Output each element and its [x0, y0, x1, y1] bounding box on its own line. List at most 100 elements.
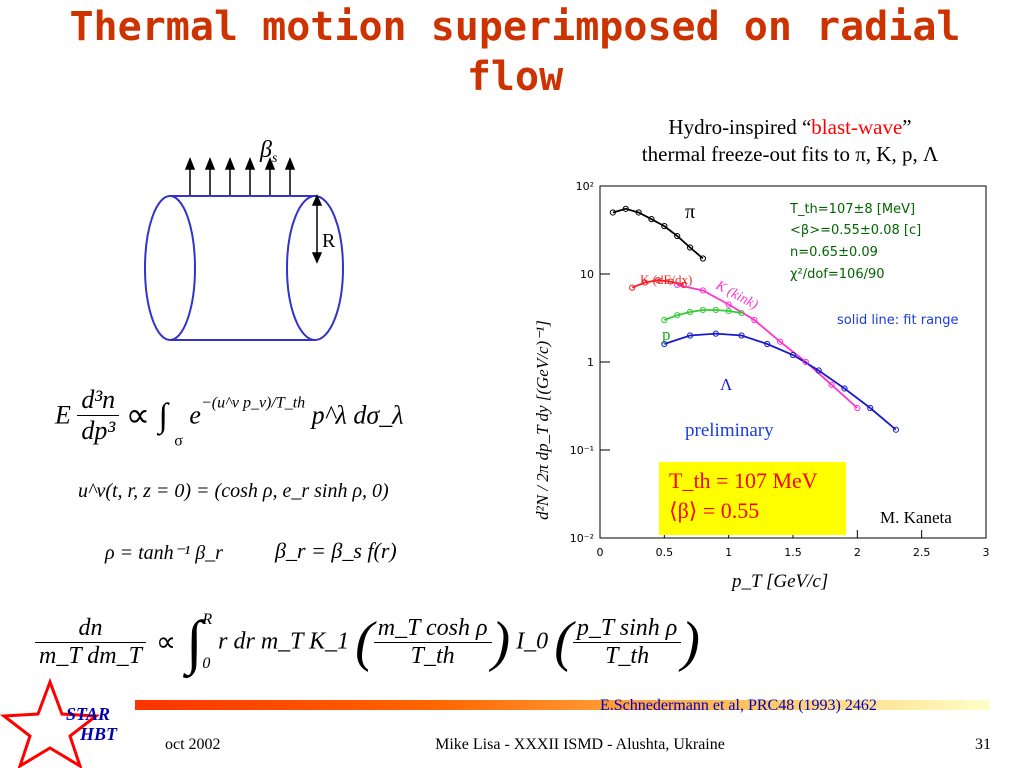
eq1-tail: p^λ dσ_λ — [311, 400, 404, 430]
equation-flow-velocity: u^ν(t, r, z = 0) = (cosh ρ, e_r sinh ρ, … — [78, 480, 389, 502]
y-tick-label: 10 — [580, 268, 594, 281]
label-proton: p — [662, 325, 671, 344]
x-tick-label: 0.5 — [656, 546, 674, 559]
y-tick-label: 1 — [587, 356, 594, 369]
data-point — [815, 367, 822, 374]
data-point — [699, 306, 707, 314]
x-tick-label: 1.5 — [784, 546, 802, 559]
data-point — [712, 306, 719, 314]
eq4-frac1-den: T_th — [410, 642, 455, 669]
label-kaon-dedx: K (dE/dx) — [640, 272, 692, 287]
eq4-I0: I_0 — [516, 628, 549, 655]
caption-prefix: Hydro-inspired “ — [668, 115, 812, 139]
eq4-denominator: m_T dm_T — [39, 642, 142, 669]
data-point — [699, 287, 707, 294]
x-tick-label: 1 — [725, 546, 732, 559]
eq4-frac1-num: m_T cosh ρ — [373, 615, 492, 643]
data-point — [686, 308, 694, 316]
data-point — [674, 232, 681, 240]
data-point — [789, 351, 797, 359]
result-temperature: T_th = 107 MeV — [669, 468, 818, 493]
eq4-frac2-num: p_T sinh ρ — [572, 615, 682, 643]
eq4-paren-close-2: ) — [681, 611, 700, 673]
data-point — [854, 404, 861, 412]
equation-rapidity: ρ = tanh⁻¹ β_r — [105, 542, 223, 564]
data-point — [777, 338, 784, 345]
eq4-frac2-den: T_th — [605, 642, 650, 669]
data-point — [680, 281, 687, 289]
eq4-upper: R — [202, 611, 213, 628]
eq1-proportional-integral: ∝ ∫ — [125, 397, 168, 435]
plot-caption: Hydro-inspired “blast-wave” thermal free… — [560, 114, 1020, 168]
eq4-body: r dr m_T K_1 — [218, 628, 350, 655]
caption-suffix: ” — [902, 115, 912, 139]
data-point — [686, 244, 694, 251]
eq4-paren-close-1: ) — [491, 611, 511, 673]
data-point — [629, 284, 636, 291]
result-beta: ⟨β⟩ = 0.55 — [669, 498, 760, 523]
data-point — [764, 340, 771, 348]
data-point — [648, 216, 655, 223]
x-tick-label: 2.5 — [913, 546, 931, 559]
cylinder-diagram: R βs — [144, 137, 344, 341]
fit-param-temperature: T_th=107±8 [MeV] — [789, 202, 915, 217]
footer-speaker: Mike Lisa - XXXII ISMD - Alushta, Ukrain… — [435, 736, 725, 753]
data-point — [712, 330, 719, 337]
data-point — [661, 316, 668, 324]
eq4-integral-limits: R 0 — [202, 598, 212, 686]
eq4-prop: ∝ — [155, 627, 176, 658]
caption-line2: thermal freeze-out fits to π, K, p, Λ — [641, 142, 939, 166]
solid-line-note: solid line: fit range — [837, 313, 959, 328]
equation-blast-wave: dn m_T dm_T ∝ ∫ R 0 r dr m_T K_1 ( m_T c… — [35, 598, 700, 678]
eq4-paren-open-2: ( — [554, 611, 573, 673]
y-axis-label: d²N / 2π dp_T dy [(GeV/c)⁻¹] — [533, 320, 552, 520]
fit-curve — [664, 332, 897, 431]
data-point — [867, 404, 874, 412]
reference-citation: E.Schnedermann et al, PRC48 (1993) 2462 — [600, 697, 877, 714]
data-point — [674, 312, 681, 319]
data-points — [609, 205, 900, 433]
result-highlight-box: T_th = 107 MeV ⟨β⟩ = 0.55 — [659, 462, 846, 535]
radius-arrow — [311, 194, 323, 264]
star-hbt-logo: STAR HBT — [0, 678, 118, 768]
tick-labels: 0 0.5 1 1.5 2 2.5 3 10⁻² 10⁻¹ 1 10 10² — [570, 180, 990, 559]
data-point — [738, 309, 745, 317]
slide-title: Thermal motion superimposed on radial fl… — [69, 4, 961, 100]
eq4-paren-open-1: ( — [355, 611, 374, 673]
data-point — [892, 426, 900, 433]
footer-date: oct 2002 — [165, 736, 221, 753]
eq1-E: E — [55, 400, 71, 430]
footer-rule — [135, 700, 990, 710]
eq1-exp-sup: −(u^ν p_ν)/T_th — [200, 394, 306, 412]
logo-line2: HBT — [79, 724, 118, 744]
eq1-denominator: dp³ — [81, 416, 116, 445]
data-point — [725, 301, 732, 308]
x-tick-label: 2 — [854, 546, 861, 559]
star-logo-icon — [0, 678, 101, 768]
cylinder-back-ellipse — [144, 195, 196, 341]
data-point — [674, 281, 681, 289]
equation-velocity-profile: β_r = β_s f(r) — [275, 538, 397, 563]
data-point — [609, 209, 616, 216]
data-point — [622, 205, 629, 212]
eq4-frac2: p_T sinh ρ T_th — [572, 615, 682, 670]
data-point — [751, 316, 758, 324]
eq1-exp: e — [189, 400, 201, 430]
data-point — [661, 223, 668, 230]
eq4-integral-sign: ∫ — [185, 609, 203, 675]
flow-arrows — [184, 156, 296, 195]
data-point — [738, 332, 745, 339]
fit-param-n: n=0.65±0.09 — [790, 245, 878, 260]
data-point — [699, 255, 707, 262]
x-axis-label: p_T [GeV/c] — [730, 571, 828, 592]
y-tick-label: 10² — [576, 180, 594, 193]
x-tick-label: 0 — [597, 546, 604, 559]
x-tick-label: 3 — [983, 546, 990, 559]
eq1-integral-sub: σ — [174, 432, 183, 450]
radius-label: R — [322, 230, 336, 252]
data-point — [641, 279, 649, 286]
equation-invariant-spectrum: E d³n dp³ ∝ ∫ σ e−(u^ν p_ν)/T_th p^λ dσ_… — [55, 385, 403, 450]
label-lambda: Λ — [720, 375, 733, 394]
cylinder-front-ellipse — [286, 195, 344, 341]
eq4-lhs: dn m_T dm_T — [35, 615, 146, 670]
